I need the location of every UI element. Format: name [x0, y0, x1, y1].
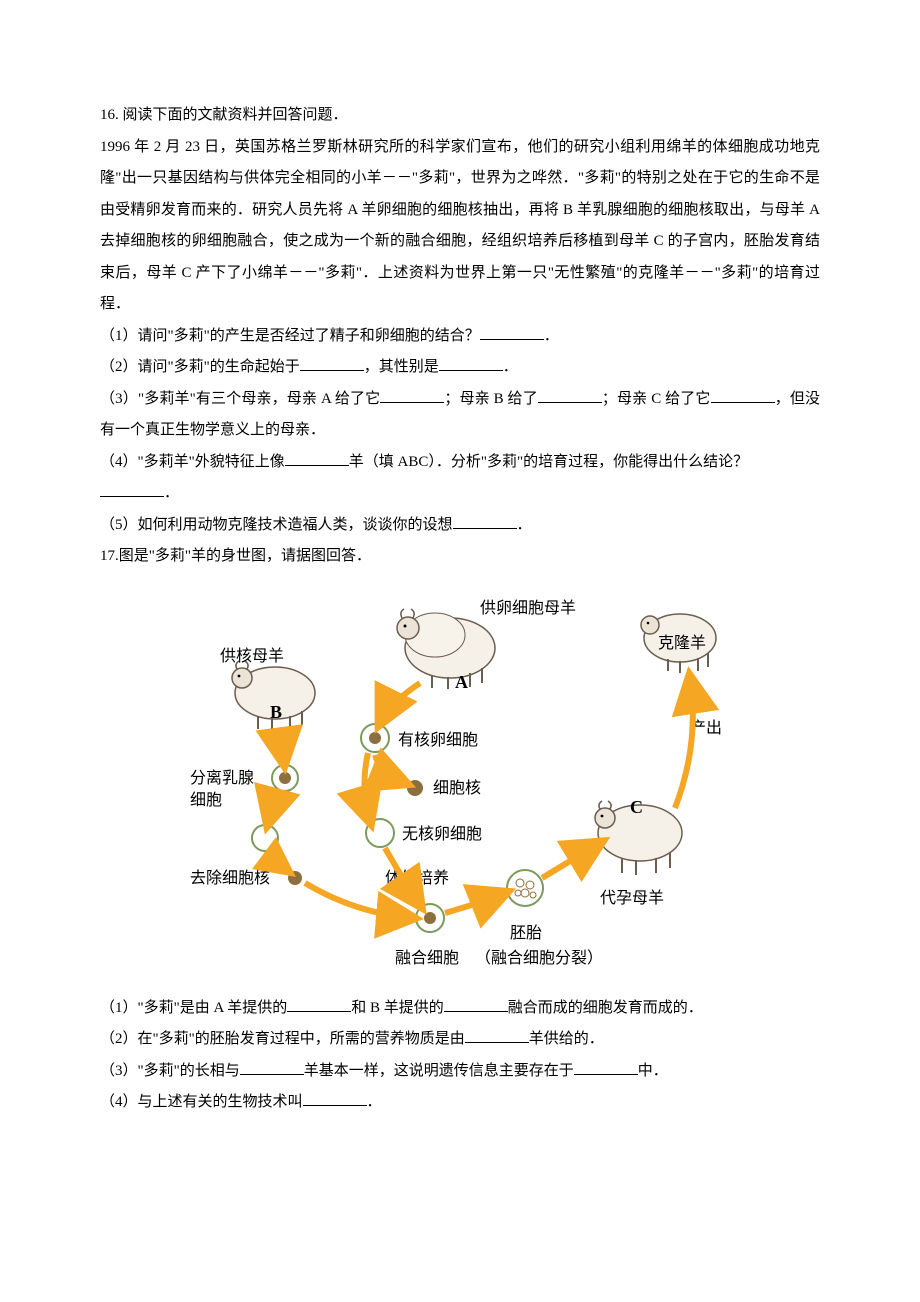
- dolly-diagram: 供卵细胞母羊 A 克隆羊: [180, 583, 760, 983]
- blank-q17-2[interactable]: [465, 1024, 529, 1043]
- q16-s5a: （5）如何利用动物克隆技术造福人类，谈谈你的设想: [100, 517, 453, 533]
- blank-q16-2a[interactable]: [300, 352, 364, 371]
- arrow-c-to-clone: [675, 678, 693, 808]
- blank-q17-3a[interactable]: [240, 1056, 304, 1075]
- label-nucleated-egg: 有核卵细胞: [398, 731, 478, 749]
- label-fused-cell: 融合细胞: [395, 949, 459, 967]
- q17-s2b: 羊供给的．: [529, 1031, 604, 1047]
- q16-s2b: ，其性别是: [364, 359, 439, 375]
- sheep-a-icon: [397, 609, 495, 689]
- label-a: A: [455, 672, 468, 692]
- cell-nucleus-icon: [407, 780, 423, 796]
- q17-s2a: （2）在"多莉"的胚胎发育过程中，所需的营养物质是由: [100, 1031, 465, 1047]
- label-fused-division: （融合细胞分裂）: [475, 949, 603, 967]
- q16-s3b: ；母亲 B 给了: [444, 391, 538, 407]
- q16-sub1: （1）请问"多莉"的产生是否经过了精子和卵细胞的结合？ ．: [100, 321, 820, 353]
- q16-passage: 1996 年 2 月 23 日，英国苏格兰罗斯林研究所的科学家们宣布，他们的研究…: [100, 132, 820, 321]
- arrow-b-to-mammary: [280, 733, 284, 763]
- label-cell-nucleus: 细胞核: [433, 779, 481, 797]
- q16-s3c: ；母亲 C 给了它: [602, 391, 711, 407]
- q17-sub3: （3）"多莉"的长相与 羊基本一样，这说明遗传信息主要存在于 中．: [100, 1056, 820, 1088]
- q16-intro-text: 阅读下面的文献资料并回答问题．: [123, 107, 348, 123]
- q17-s3c: 中．: [638, 1063, 668, 1079]
- label-cell: 细胞: [190, 791, 222, 809]
- label-in-vitro: 体外培养: [385, 869, 449, 887]
- q16-sub3: （3）"多莉羊"有三个母亲，母亲 A 给了它；母亲 B 给了；母亲 C 给了它，…: [100, 384, 820, 447]
- q16-sub5: （5）如何利用动物克隆技术造福人类，谈谈你的设想 ．: [100, 510, 820, 542]
- arrow-egg-to-nucleus: [375, 755, 405, 783]
- label-separate-mammary: 分离乳腺: [190, 769, 254, 787]
- blank-q17-1b[interactable]: [444, 993, 508, 1012]
- blank-q16-3a[interactable]: [380, 384, 444, 403]
- q17-s1a: （1）"多莉"是由 A 羊提供的: [100, 1000, 287, 1016]
- blank-q16-3c[interactable]: [711, 384, 775, 403]
- q16-sub4: （4）"多莉羊"外貌特征上像 羊（填 ABC）．分析"多莉"的培育过程，你能得出什…: [100, 447, 820, 510]
- arrow-embryo-to-c: [542, 843, 600, 878]
- q17-sub2: （2）在"多莉"的胚胎发育过程中，所需的营养物质是由 羊供给的．: [100, 1024, 820, 1056]
- arrow-egg-to-denuc: [364, 753, 370, 821]
- q16-s1-text: （1）请问"多莉"的产生是否经过了精子和卵细胞的结合？: [100, 328, 480, 344]
- arrow-mammary-to-remove: [268, 793, 280, 823]
- q16-s3a: （3）"多莉羊"有三个母亲，母亲 A 给了它: [100, 391, 380, 407]
- q17-s1c: 融合而成的细胞发育而成的．: [508, 1000, 703, 1016]
- mammary-nucleus-icon: [279, 772, 291, 784]
- blank-q17-1a[interactable]: [287, 993, 351, 1012]
- label-nucleus-mother: 供核母羊: [220, 647, 284, 665]
- removed-cell-icon: [252, 825, 278, 851]
- q17-s4a: （4）与上述有关的生物技术叫: [100, 1094, 303, 1110]
- q16-s5b: ．: [517, 517, 532, 533]
- q17-sub4: （4）与上述有关的生物技术叫 ．: [100, 1087, 820, 1119]
- embryo-icon: [507, 870, 543, 906]
- q17-s3b: 羊基本一样，这说明遗传信息主要存在于: [304, 1063, 574, 1079]
- q17-s1b: 和 B 羊提供的: [351, 1000, 444, 1016]
- blank-q16-1[interactable]: [480, 321, 544, 340]
- q16-intro: 16. 阅读下面的文献资料并回答问题．: [100, 100, 820, 132]
- blank-q16-5[interactable]: [453, 510, 517, 529]
- arrow-a-to-egg: [380, 683, 420, 723]
- q16-number: 16.: [100, 107, 123, 123]
- label-remove-nucleus: 去除细胞核: [190, 869, 270, 887]
- q16-s1-end: ．: [544, 328, 559, 344]
- q17-intro: 17.图是"多莉"羊的身世图，请据图回答．: [100, 541, 820, 573]
- denucleated-egg-icon: [366, 819, 394, 847]
- isolated-nucleus-icon: [288, 871, 302, 885]
- q16-s4a: （4）"多莉羊"外貌特征上像: [100, 454, 285, 470]
- blank-q16-4a[interactable]: [285, 447, 349, 466]
- q17-s4b: ．: [367, 1094, 382, 1110]
- q16-s4b: 羊（填 ABC）．分析"多莉"的培育过程，你能得出什么结论？: [349, 454, 748, 470]
- blank-q16-3b[interactable]: [538, 384, 602, 403]
- arrow-iso-to-fused: [305, 883, 412, 918]
- q16-sub2: （2）请问"多莉"的生命起始于 ，其性别是 ．: [100, 352, 820, 384]
- arrow-fused-to-embryo: [445, 893, 505, 913]
- nucleated-egg-nucleus-icon: [369, 732, 381, 744]
- fused-nucleus-icon: [424, 912, 436, 924]
- label-b: B: [270, 702, 282, 722]
- label-egg-mother: 供卵细胞母羊: [480, 599, 576, 617]
- label-surrogate: 代孕母羊: [600, 889, 664, 907]
- blank-q17-3b[interactable]: [574, 1056, 638, 1075]
- dolly-diagram-svg: 供卵细胞母羊 A 克隆羊: [180, 583, 760, 983]
- label-denucleated-egg: 无核卵细胞: [402, 825, 482, 843]
- blank-q16-4b[interactable]: [100, 478, 164, 497]
- q16-s2c: ．: [503, 359, 518, 375]
- blank-q16-2b[interactable]: [439, 352, 503, 371]
- label-clone-sheep: 克隆羊: [658, 634, 706, 652]
- q17-s3a: （3）"多莉"的长相与: [100, 1063, 240, 1079]
- label-c: C: [630, 797, 643, 817]
- q16-s2a: （2）请问"多莉"的生命起始于: [100, 359, 300, 375]
- q17-sub1: （1）"多莉"是由 A 羊提供的 和 B 羊提供的 融合而成的细胞发育而成的．: [100, 993, 820, 1025]
- q16-s4c: ．: [164, 485, 179, 501]
- arrow-remove-to-iso: [270, 853, 288, 871]
- label-embryo: 胚胎: [510, 924, 542, 942]
- blank-q17-4[interactable]: [303, 1087, 367, 1106]
